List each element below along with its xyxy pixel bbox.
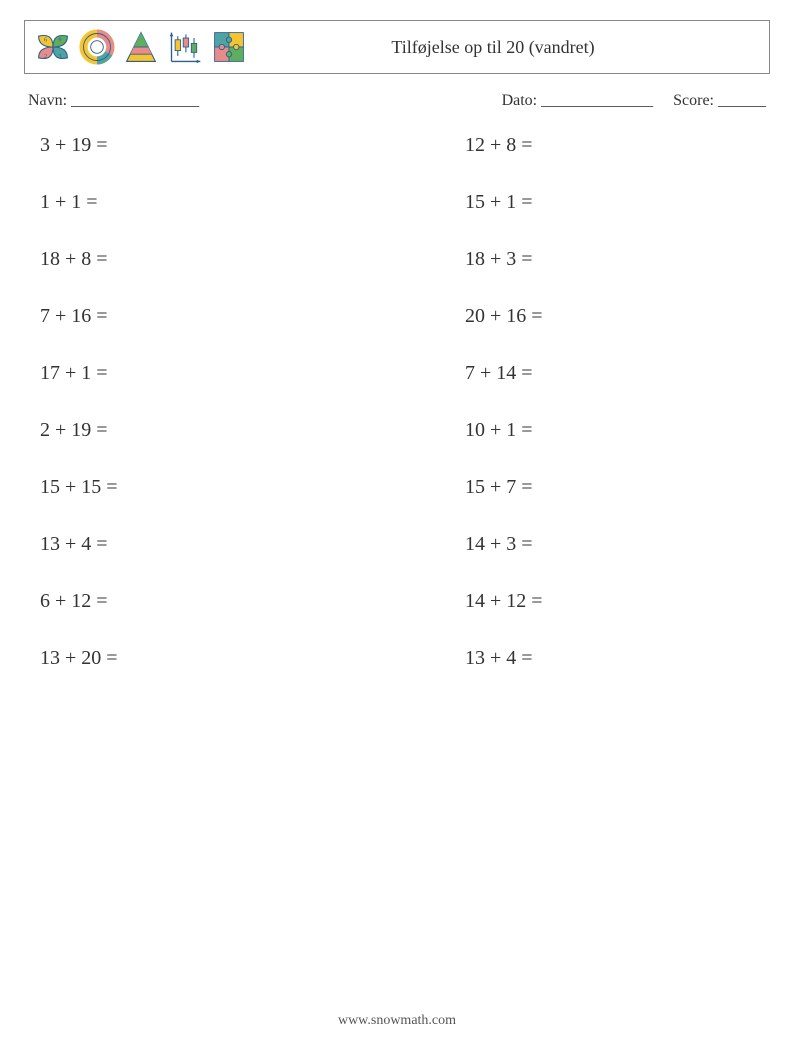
problem-cell: 12 + 8 = (405, 134, 770, 157)
problem-cell: 6 + 12 = (40, 590, 405, 613)
svg-text:6: 6 (44, 37, 47, 44)
date-field: Dato: ______________ (502, 92, 654, 110)
problem-cell: 18 + 8 = (40, 248, 405, 271)
puzzle-icon (211, 29, 247, 65)
header-box: 6 9 2 3 (24, 20, 770, 74)
problem-cell: 17 + 1 = (40, 362, 405, 385)
problem-cell: 20 + 16 = (405, 305, 770, 328)
icon-strip: 6 9 2 3 (25, 29, 247, 65)
problem-cell: 2 + 19 = (40, 419, 405, 442)
worksheet-title: Tilføjelse op til 20 (vandret) (247, 37, 769, 58)
svg-text:3: 3 (58, 53, 61, 60)
problem-cell: 15 + 1 = (405, 191, 770, 214)
problem-cell: 7 + 16 = (40, 305, 405, 328)
info-row: Navn: ________________ Dato: ___________… (24, 92, 770, 110)
problem-cell: 15 + 15 = (40, 476, 405, 499)
problem-cell: 1 + 1 = (40, 191, 405, 214)
petal-icon: 6 9 2 3 (35, 29, 71, 65)
problem-cell: 18 + 3 = (405, 248, 770, 271)
problems-grid: 3 + 19 = 12 + 8 = 1 + 1 = 15 + 1 = 18 + … (24, 134, 770, 670)
problem-cell: 13 + 20 = (40, 647, 405, 670)
footer-text: www.snowmath.com (0, 1013, 794, 1029)
info-right: Dato: ______________ Score: ______ (502, 92, 766, 110)
svg-text:2: 2 (44, 53, 47, 60)
pyramid-icon (123, 29, 159, 65)
problem-cell: 7 + 14 = (405, 362, 770, 385)
problem-cell: 14 + 3 = (405, 533, 770, 556)
svg-text:9: 9 (58, 37, 61, 44)
problem-cell: 15 + 7 = (405, 476, 770, 499)
name-field: Navn: ________________ (28, 92, 199, 110)
problem-cell: 3 + 19 = (40, 134, 405, 157)
donut-chart-icon (79, 29, 115, 65)
candlestick-icon (167, 29, 203, 65)
problem-cell: 13 + 4 = (405, 647, 770, 670)
problem-cell: 10 + 1 = (405, 419, 770, 442)
problem-cell: 13 + 4 = (40, 533, 405, 556)
score-field: Score: ______ (673, 92, 766, 110)
problem-cell: 14 + 12 = (405, 590, 770, 613)
